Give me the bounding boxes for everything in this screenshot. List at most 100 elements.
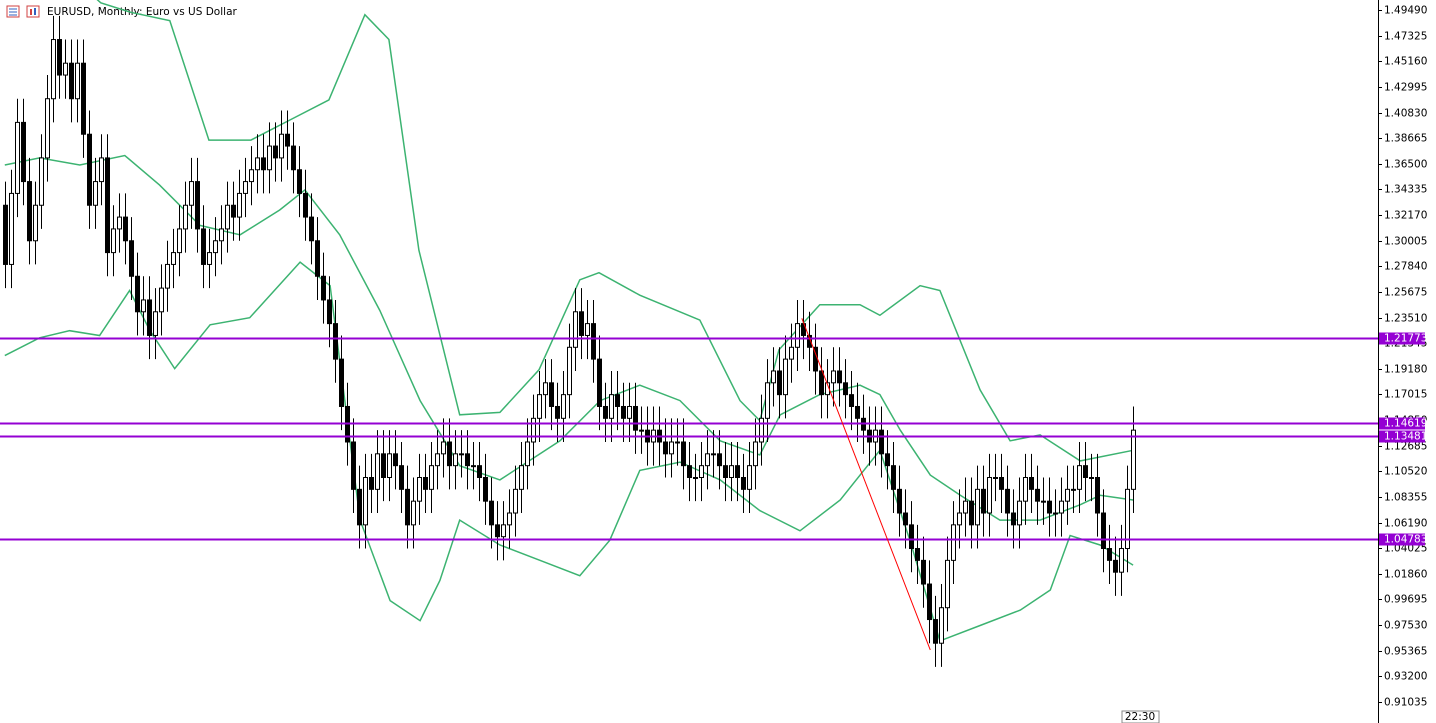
candle-body bbox=[999, 477, 1004, 490]
candle-body bbox=[735, 465, 740, 479]
candle-body bbox=[357, 488, 362, 526]
y-tick-label: 1.06190 bbox=[1384, 518, 1427, 530]
time-label: 22:30 bbox=[1125, 711, 1155, 723]
candle-body bbox=[375, 453, 380, 490]
y-tick-label: 1.40830 bbox=[1384, 108, 1427, 120]
y-tick-label: 1.34335 bbox=[1384, 184, 1427, 196]
candle-body bbox=[1071, 488, 1076, 491]
trend-line bbox=[801, 318, 931, 651]
bollinger-band bbox=[4, 261, 1134, 642]
level-label-box bbox=[1379, 430, 1425, 443]
icon bbox=[26, 5, 40, 18]
candle-body bbox=[621, 405, 626, 419]
candle-body bbox=[45, 98, 50, 159]
candle-body bbox=[315, 240, 320, 277]
candle-body bbox=[897, 488, 902, 514]
y-tick-label: 1.38665 bbox=[1384, 133, 1427, 145]
candle-body bbox=[1125, 488, 1130, 550]
candle-body bbox=[447, 441, 452, 467]
candle-body bbox=[693, 477, 698, 480]
candle-body bbox=[729, 465, 734, 479]
candle-body bbox=[951, 524, 956, 561]
candle-body bbox=[351, 441, 356, 490]
candle-body bbox=[423, 477, 428, 490]
candle-body bbox=[99, 157, 104, 183]
level-label: 1.14619 bbox=[1384, 418, 1427, 430]
y-tick-label: 0.91035 bbox=[1384, 697, 1427, 709]
candle-body bbox=[1053, 512, 1058, 515]
candle-body bbox=[819, 370, 824, 396]
candle-body bbox=[123, 216, 128, 242]
candle-body bbox=[231, 204, 236, 218]
candle-body bbox=[69, 62, 74, 100]
candle-body bbox=[975, 488, 980, 526]
candle-body bbox=[267, 145, 272, 171]
candle-body bbox=[393, 453, 398, 467]
candle-body bbox=[849, 394, 854, 407]
candle-body bbox=[411, 500, 416, 526]
level-label: 1.04783 bbox=[1384, 534, 1427, 546]
candle-body bbox=[51, 39, 56, 100]
y-tick-label: 0.97530 bbox=[1384, 620, 1427, 632]
time-label-box bbox=[1121, 710, 1160, 723]
y-tick-label: 1.23510 bbox=[1384, 313, 1427, 325]
candle-body bbox=[465, 453, 470, 467]
candle-body bbox=[117, 216, 122, 230]
candle-body bbox=[285, 133, 290, 147]
candle-body bbox=[195, 181, 200, 230]
candle-body bbox=[273, 145, 278, 159]
candle-body bbox=[1059, 500, 1064, 514]
candle-body bbox=[1023, 477, 1028, 502]
candle-body bbox=[159, 287, 164, 313]
candle-body bbox=[969, 500, 974, 526]
y-tick-label: 1.47325 bbox=[1384, 31, 1427, 43]
icon-bar bbox=[34, 8, 36, 15]
candle-body bbox=[1065, 488, 1070, 502]
candle-body bbox=[33, 204, 38, 242]
candle-body bbox=[843, 382, 848, 396]
candle-body bbox=[333, 323, 338, 360]
candle-body bbox=[633, 405, 638, 431]
icon-bar bbox=[30, 9, 32, 15]
candle-body bbox=[477, 465, 482, 479]
candle-body bbox=[21, 121, 26, 183]
candle-body bbox=[891, 465, 896, 490]
candle-body bbox=[111, 228, 116, 254]
candle-body bbox=[495, 524, 500, 538]
candle-body bbox=[3, 204, 8, 265]
candle-body bbox=[855, 405, 860, 419]
candle-body bbox=[783, 358, 788, 396]
y-tick-label: 1.12685 bbox=[1384, 441, 1427, 453]
candle-body bbox=[87, 133, 92, 206]
y-tick-label: 0.99695 bbox=[1384, 594, 1427, 606]
candle-body bbox=[795, 323, 800, 348]
candle-body bbox=[717, 453, 722, 467]
y-tick-label: 1.30005 bbox=[1384, 236, 1427, 248]
candle-body bbox=[255, 157, 260, 171]
candle-body bbox=[15, 121, 20, 194]
candle-body bbox=[309, 216, 314, 242]
candle-body bbox=[291, 145, 296, 171]
candle-body bbox=[987, 477, 992, 514]
candle-body bbox=[597, 358, 602, 407]
candle-body bbox=[519, 465, 524, 490]
candle-body bbox=[591, 323, 596, 360]
candle-body bbox=[543, 382, 548, 396]
y-tick-label: 1.49490 bbox=[1384, 5, 1427, 17]
candle-body bbox=[759, 417, 764, 443]
candle-body bbox=[705, 453, 710, 467]
candle-body bbox=[573, 311, 578, 348]
candle-body bbox=[1077, 465, 1082, 490]
candle-body bbox=[141, 299, 146, 313]
candle-body bbox=[627, 405, 632, 419]
candle-body bbox=[1119, 548, 1124, 573]
candle-body bbox=[501, 524, 506, 538]
candle-body bbox=[507, 512, 512, 526]
level-label: 1.21773 bbox=[1384, 333, 1427, 345]
candle-body bbox=[723, 465, 728, 479]
candle-body bbox=[747, 465, 752, 490]
y-tick-label: 1.25675 bbox=[1384, 287, 1427, 299]
bollinger-band bbox=[96, 0, 1134, 462]
candle-body bbox=[1083, 465, 1088, 479]
